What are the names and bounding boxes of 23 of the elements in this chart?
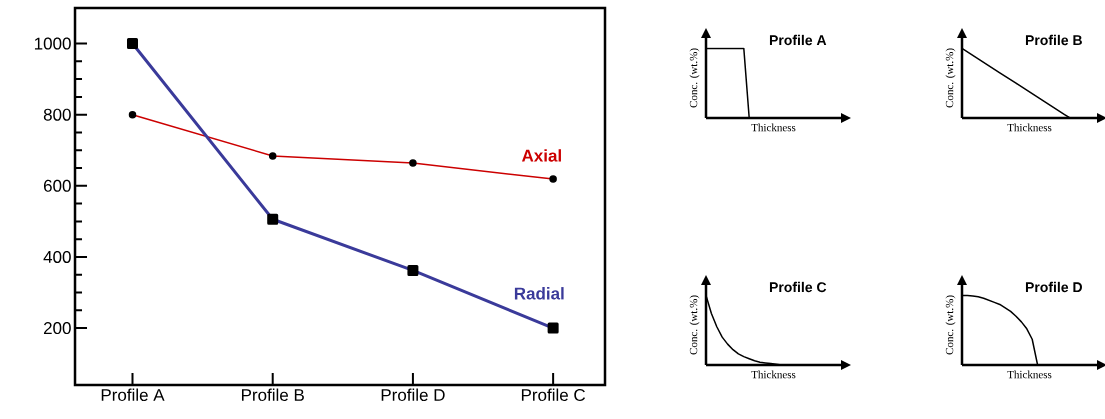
series-label: Axial [521,149,561,162]
x-axis-title: Thickness [751,123,796,132]
y-tick-label: 1000 [34,37,71,50]
x-tick-label: Profile D [381,388,445,402]
y-axis-title: Conc. (wt.%) [945,48,956,108]
chart-title: Profile A [769,34,827,46]
chart-title: Profile C [769,281,827,293]
series-label: Radial [514,287,564,300]
y-axis-title: Conc. (wt.%) [689,295,700,355]
x-tick-label: Profile A [101,388,165,402]
y-axis-title: Conc. (wt.%) [945,295,956,355]
x-axis-title: Thickness [751,370,796,379]
y-tick-label: 800 [43,108,71,121]
y-tick-label: 200 [43,322,71,335]
x-axis-title: Thickness [1007,370,1052,379]
x-axis-title: Thickness [1007,123,1052,132]
y-tick-label: 600 [43,179,71,192]
chart-title: Profile D [1025,281,1082,293]
chart-title: Profile B [1025,34,1082,46]
y-axis-title: Conc. (wt.%) [689,48,700,108]
x-tick-label: Profile B [241,388,304,402]
y-tick-label: 400 [43,250,71,263]
x-tick-label: Profile C [521,388,586,402]
